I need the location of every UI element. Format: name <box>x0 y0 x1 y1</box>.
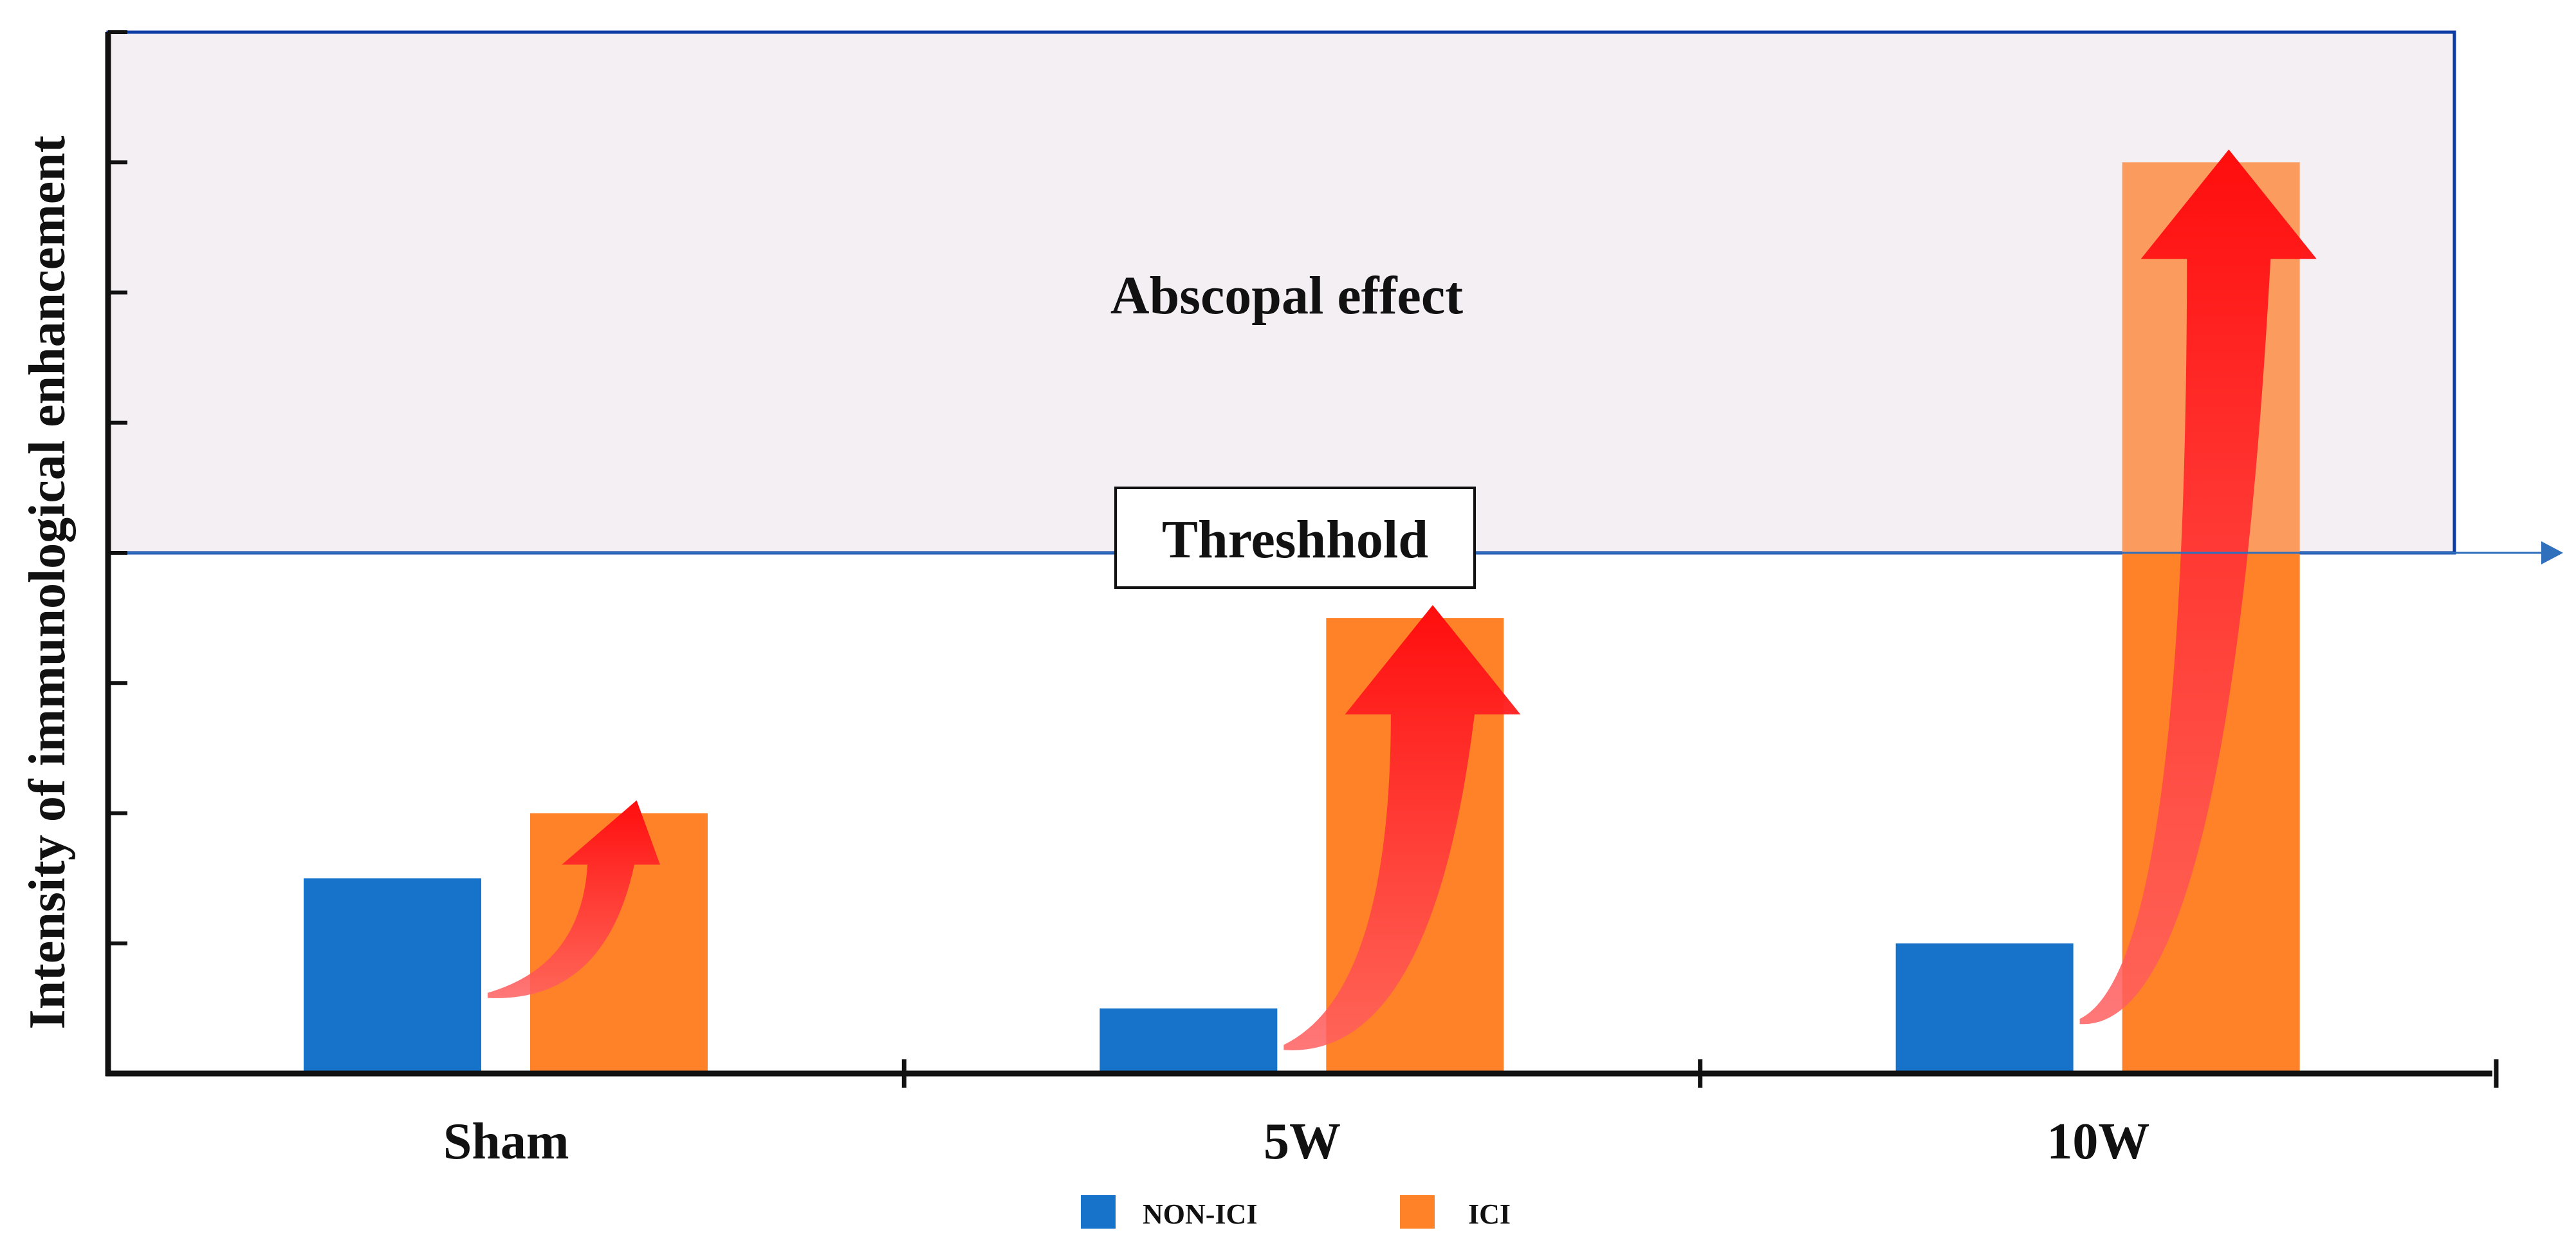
x-tick-label-sham: Sham <box>443 1113 569 1170</box>
legend-label-ici: ICI <box>1468 1198 1511 1230</box>
x-tick-label-5w: 5W <box>1264 1113 1341 1170</box>
abscopal-region <box>106 30 2456 555</box>
legend-label-non-ici: NON-ICI <box>1143 1198 1257 1230</box>
x-tick-label-10w: 10W <box>2047 1113 2149 1170</box>
increase-arrow-10w <box>2079 149 2317 1025</box>
increase-arrow-sham <box>488 800 660 998</box>
legend-swatch-ici <box>1400 1195 1435 1229</box>
region-label: Abscopal effect <box>1110 266 1463 326</box>
bar-non-ici-5w <box>1099 1008 1278 1074</box>
increase-arrow-5w <box>1283 605 1521 1050</box>
threshold-label: Threshhold <box>1162 510 1428 570</box>
legend-swatch-non-ici <box>1081 1195 1116 1229</box>
y-axis-label: Intensity of immunological enhancement <box>19 135 76 1029</box>
bar-non-ici-10w <box>1895 943 2074 1074</box>
threshold-label-box <box>1114 487 1476 589</box>
bar-non-ici-sham <box>304 878 481 1074</box>
threshold-arrowhead <box>2541 541 2563 564</box>
